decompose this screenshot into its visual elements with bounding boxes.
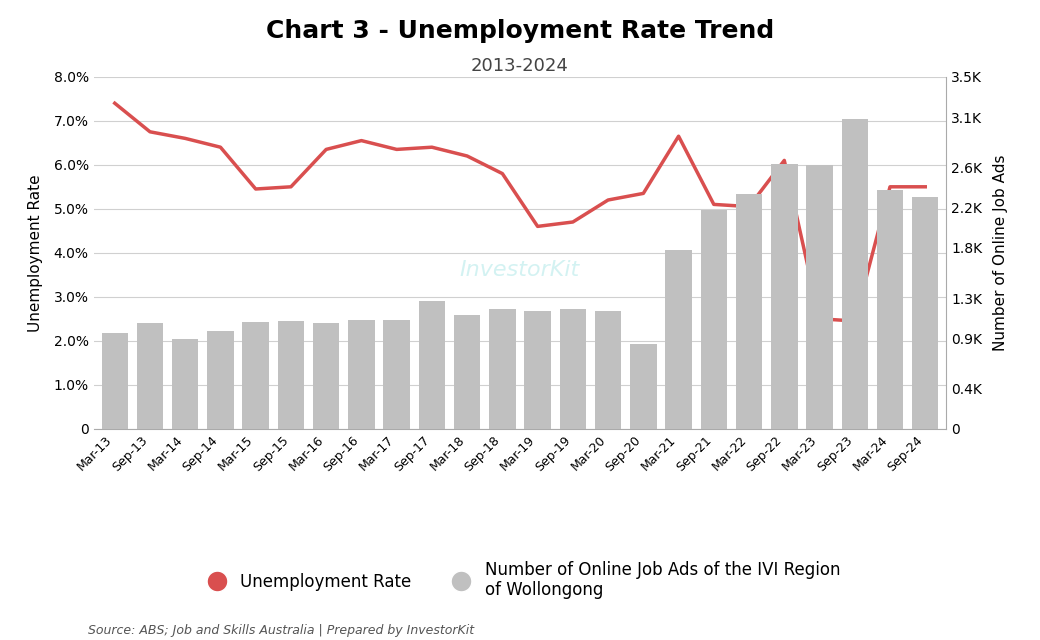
Bar bbox=[172, 339, 199, 429]
Unemployment Rate bbox=[602, 196, 615, 204]
Bar bbox=[560, 309, 587, 429]
Text: Chart 3 - Unemployment Rate Trend: Chart 3 - Unemployment Rate Trend bbox=[266, 19, 774, 44]
Title: 2013-2024: 2013-2024 bbox=[471, 57, 569, 76]
Bar bbox=[242, 322, 269, 429]
Unemployment Rate bbox=[390, 145, 402, 153]
Y-axis label: Unemployment Rate: Unemployment Rate bbox=[27, 174, 43, 332]
Bar bbox=[207, 332, 234, 429]
Bar bbox=[102, 333, 128, 429]
Bar bbox=[419, 301, 445, 429]
Bar bbox=[806, 165, 833, 429]
Bar bbox=[348, 320, 374, 429]
Bar bbox=[137, 323, 163, 429]
Bar bbox=[701, 209, 727, 429]
Bar bbox=[489, 309, 516, 429]
Text: Source: ABS; Job and Skills Australia | Prepared by InvestorKit: Source: ABS; Job and Skills Australia | … bbox=[88, 624, 474, 637]
Unemployment Rate bbox=[743, 203, 755, 211]
Unemployment Rate bbox=[531, 223, 544, 230]
Unemployment Rate bbox=[672, 132, 684, 140]
Line: Unemployment Rate: Unemployment Rate bbox=[114, 103, 926, 321]
Unemployment Rate bbox=[144, 128, 156, 136]
Unemployment Rate bbox=[567, 218, 579, 226]
Unemployment Rate bbox=[250, 185, 262, 193]
Unemployment Rate bbox=[356, 137, 368, 145]
Bar bbox=[313, 323, 339, 429]
Bar bbox=[912, 198, 938, 429]
Bar bbox=[841, 119, 868, 429]
Legend: Unemployment Rate, Number of Online Job Ads of the IVI Region
of Wollongong: Unemployment Rate, Number of Online Job … bbox=[193, 554, 847, 606]
Unemployment Rate bbox=[813, 315, 826, 323]
Unemployment Rate bbox=[778, 157, 790, 164]
Unemployment Rate bbox=[461, 152, 473, 160]
Unemployment Rate bbox=[496, 170, 509, 177]
Bar bbox=[278, 321, 304, 429]
Bar bbox=[877, 191, 903, 429]
Bar bbox=[384, 320, 410, 429]
Unemployment Rate bbox=[849, 317, 861, 325]
Unemployment Rate bbox=[884, 183, 896, 191]
Unemployment Rate bbox=[320, 145, 333, 153]
Bar bbox=[595, 310, 621, 429]
Unemployment Rate bbox=[179, 134, 191, 142]
Unemployment Rate bbox=[285, 183, 297, 191]
Y-axis label: Number of Online Job Ads: Number of Online Job Ads bbox=[993, 154, 1009, 351]
Bar bbox=[524, 311, 551, 429]
Bar bbox=[453, 315, 480, 429]
Unemployment Rate bbox=[108, 99, 121, 107]
Bar bbox=[736, 195, 762, 429]
Unemployment Rate bbox=[425, 143, 438, 151]
Unemployment Rate bbox=[214, 143, 227, 151]
Bar bbox=[630, 344, 656, 429]
Unemployment Rate bbox=[638, 189, 650, 197]
Text: InvestorKit: InvestorKit bbox=[460, 260, 580, 280]
Unemployment Rate bbox=[707, 200, 720, 208]
Bar bbox=[666, 250, 692, 429]
Bar bbox=[771, 164, 798, 429]
Unemployment Rate bbox=[919, 183, 932, 191]
